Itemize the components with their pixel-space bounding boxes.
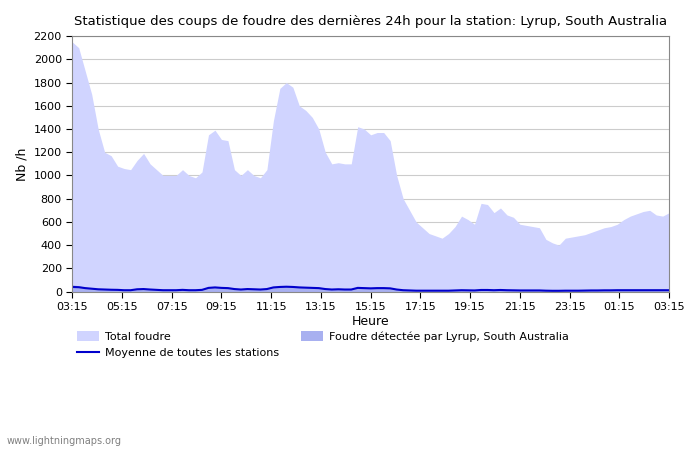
Text: www.lightningmaps.org: www.lightningmaps.org	[7, 436, 122, 446]
X-axis label: Heure: Heure	[352, 315, 389, 328]
Y-axis label: Nb /h: Nb /h	[15, 147, 28, 180]
Legend: Total foudre, Moyenne de toutes les stations, Foudre détectée par Lyrup, South A: Total foudre, Moyenne de toutes les stat…	[73, 327, 573, 363]
Title: Statistique des coups de foudre des dernières 24h pour la station: Lyrup, South : Statistique des coups de foudre des dern…	[74, 15, 667, 28]
